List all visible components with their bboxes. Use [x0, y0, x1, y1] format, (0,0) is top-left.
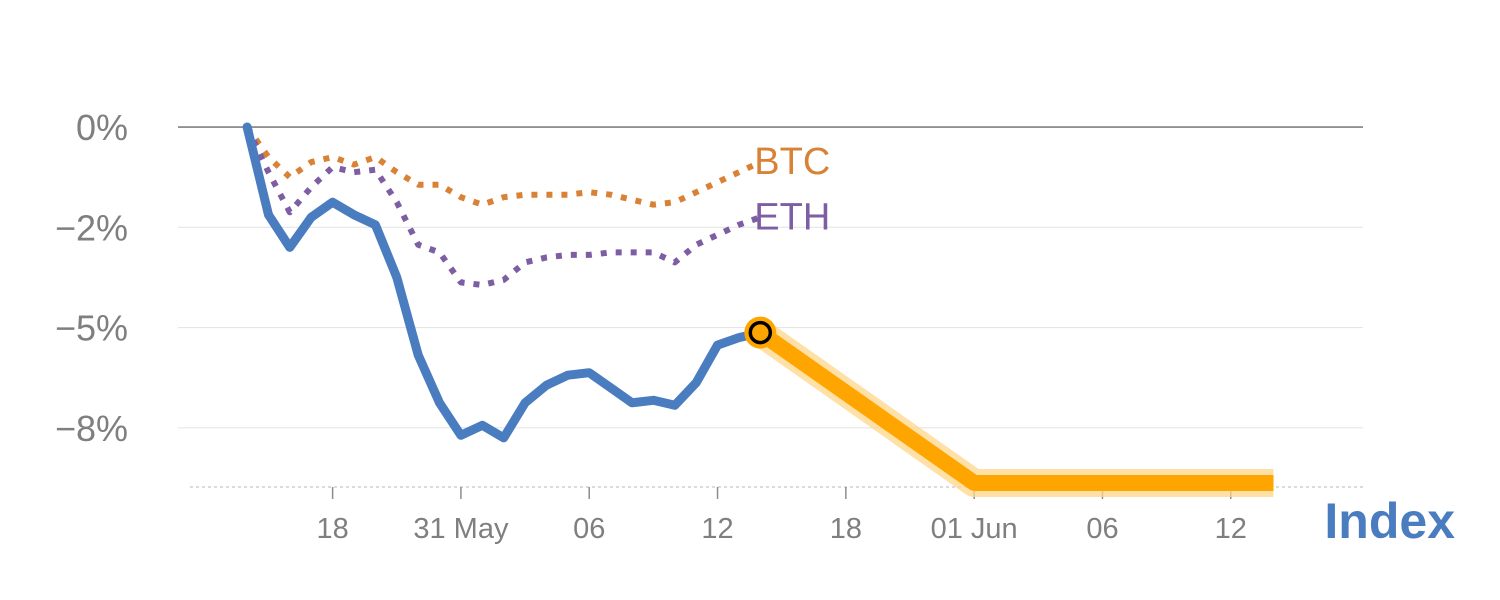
x-tick-label: 01 Jun [931, 513, 1018, 545]
x-tick-label: 12 [1215, 513, 1247, 545]
series-line-eth [244, 125, 762, 288]
series-labels: BTC ETH [754, 141, 830, 238]
x-tick-label: 31 May [413, 513, 509, 545]
x-tick-label: 06 [1086, 513, 1118, 545]
projection-glow [752, 321, 1274, 497]
x-tick-label: 12 [701, 513, 733, 545]
series-label-eth: ETH [754, 196, 830, 238]
x-axis-ticks: 18 31 May 06 12 18 01 Jun 06 12 [190, 486, 1363, 545]
series-label-btc: BTC [754, 141, 830, 183]
x-tick-label: 18 [830, 513, 862, 545]
series-lines [242, 122, 1274, 497]
chart-title: Index [1324, 493, 1455, 549]
y-tick-label: −2% [55, 207, 128, 248]
y-axis-ticks: 0% −2% −5% −8% [55, 107, 128, 449]
series-line-index [242, 122, 765, 443]
x-tick-label: 06 [573, 513, 605, 545]
series-line-btc [244, 125, 762, 208]
y-tick-label: 0% [76, 107, 128, 148]
marker-dot [748, 320, 773, 345]
y-tick-label: −5% [55, 308, 128, 349]
projection-line [755, 326, 1274, 491]
y-tick-label: −8% [55, 408, 128, 449]
x-tick-label: 18 [316, 513, 348, 545]
current-marker [744, 316, 777, 349]
